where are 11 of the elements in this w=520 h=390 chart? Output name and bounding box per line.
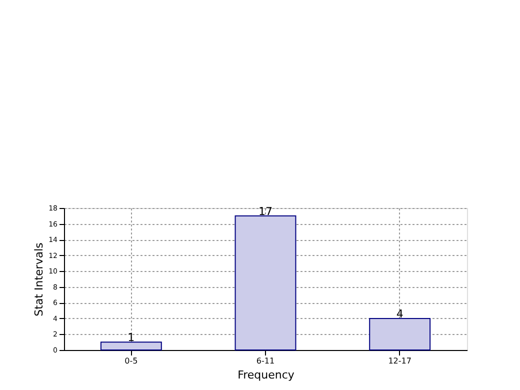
- y-axis-title: Stat Intervals: [32, 242, 46, 316]
- data-label: 4: [396, 307, 404, 320]
- bar: [369, 318, 431, 350]
- x-axis-title: Frequency: [238, 368, 295, 382]
- bar: [100, 342, 162, 350]
- x-tick-label: 0-5: [124, 356, 138, 366]
- data-label: 1: [128, 331, 135, 344]
- data-label: 17: [258, 204, 272, 218]
- x-tick-label: 6-11: [256, 356, 275, 366]
- x-tick-label: 12-17: [388, 356, 412, 366]
- bar: [234, 215, 296, 350]
